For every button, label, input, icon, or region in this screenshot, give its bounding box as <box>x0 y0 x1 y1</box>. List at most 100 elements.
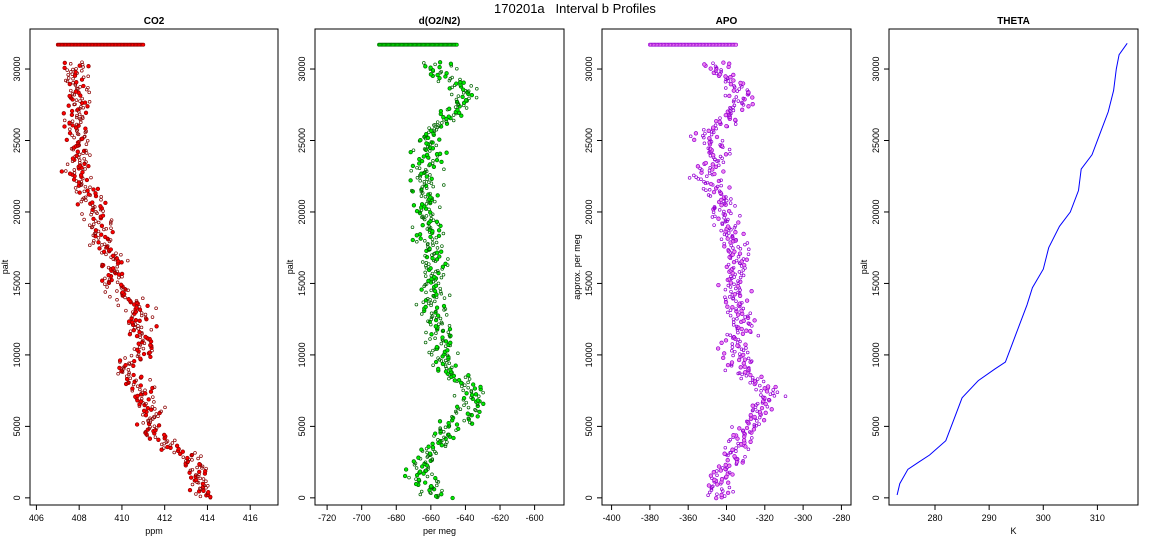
data-point <box>749 359 754 363</box>
data-point <box>420 185 425 189</box>
data-point <box>104 252 108 257</box>
data-point <box>723 300 729 305</box>
data-point <box>748 430 752 434</box>
data-point <box>109 220 113 224</box>
data-point <box>730 425 734 429</box>
data-point <box>727 463 732 468</box>
data-point <box>715 469 719 473</box>
data-point <box>459 380 464 386</box>
figure-title: 170201a Interval b Profiles <box>494 1 656 16</box>
data-point <box>450 365 454 370</box>
data-point <box>723 112 728 118</box>
data-point <box>199 454 203 458</box>
data-point <box>738 247 743 251</box>
data-point <box>195 465 199 470</box>
data-point <box>165 444 170 450</box>
data-point <box>734 299 738 303</box>
data-point <box>481 390 485 395</box>
data-point <box>731 433 736 438</box>
data-point <box>429 484 434 489</box>
data-point <box>728 438 732 442</box>
data-point <box>159 409 163 414</box>
data-point <box>446 114 451 119</box>
data-point <box>147 436 153 441</box>
x-tick-label: -660 <box>422 513 440 523</box>
data-point <box>426 278 431 284</box>
x-tick-label: -680 <box>387 513 405 523</box>
data-point <box>99 195 103 199</box>
y-tick-label: 10000 <box>12 342 22 367</box>
data-point <box>163 405 167 410</box>
data-point <box>114 251 118 255</box>
data-point <box>722 451 727 456</box>
data-point <box>711 70 716 75</box>
data-point <box>420 260 425 264</box>
data-point <box>65 68 69 72</box>
data-point <box>161 446 166 450</box>
data-point <box>741 306 746 311</box>
data-point <box>734 324 739 329</box>
data-point <box>74 86 79 91</box>
data-point <box>197 469 202 475</box>
data-point <box>726 283 731 288</box>
data-point <box>440 264 446 269</box>
y-tick-label: 5000 <box>297 416 307 436</box>
data-point <box>425 474 430 479</box>
data-point <box>737 352 742 356</box>
data-point <box>719 487 724 491</box>
data-point <box>103 282 107 286</box>
data-point <box>62 60 67 66</box>
data-point <box>87 90 91 95</box>
data-point <box>433 62 437 67</box>
data-point <box>89 175 93 180</box>
data-point <box>710 167 715 172</box>
data-point <box>721 60 726 65</box>
data-point <box>439 443 444 448</box>
x-tick-label: -300 <box>794 513 812 523</box>
data-point <box>99 232 104 237</box>
y-tick-label: 20000 <box>297 199 307 224</box>
data-point <box>433 324 438 329</box>
data-point <box>706 483 712 488</box>
data-point <box>135 393 140 399</box>
data-point <box>427 350 431 355</box>
data-point <box>723 152 729 157</box>
data-point <box>708 146 713 151</box>
data-point <box>143 388 147 393</box>
data-point <box>421 214 425 219</box>
data-point <box>419 202 425 207</box>
data-point <box>719 203 724 208</box>
y-tick-label: 20000 <box>871 199 881 224</box>
data-point <box>767 397 771 402</box>
data-point <box>430 161 435 165</box>
data-point <box>727 295 732 299</box>
data-point <box>90 200 95 205</box>
data-point <box>744 328 749 333</box>
data-point <box>746 447 751 452</box>
data-point <box>725 224 731 229</box>
data-point <box>708 181 714 187</box>
data-point <box>438 205 442 209</box>
data-point <box>444 71 449 76</box>
data-point <box>124 374 129 378</box>
data-point <box>74 66 78 71</box>
data-point <box>86 64 91 69</box>
data-point <box>719 178 723 183</box>
data-point <box>408 149 413 155</box>
data-point <box>469 388 474 393</box>
data-point <box>138 387 142 392</box>
data-point <box>433 431 438 436</box>
y-tick-label: 30000 <box>584 57 594 82</box>
data-point <box>717 119 722 124</box>
data-point <box>433 449 437 454</box>
data-point <box>115 280 120 285</box>
data-point <box>434 344 440 350</box>
data-point <box>82 156 86 161</box>
x-tick-label: 300 <box>1036 513 1051 523</box>
data-point <box>77 190 82 195</box>
x-tick-label: -700 <box>353 513 371 523</box>
data-point <box>740 85 744 89</box>
data-point <box>424 141 429 146</box>
data-point <box>137 305 142 309</box>
data-point <box>72 92 77 97</box>
